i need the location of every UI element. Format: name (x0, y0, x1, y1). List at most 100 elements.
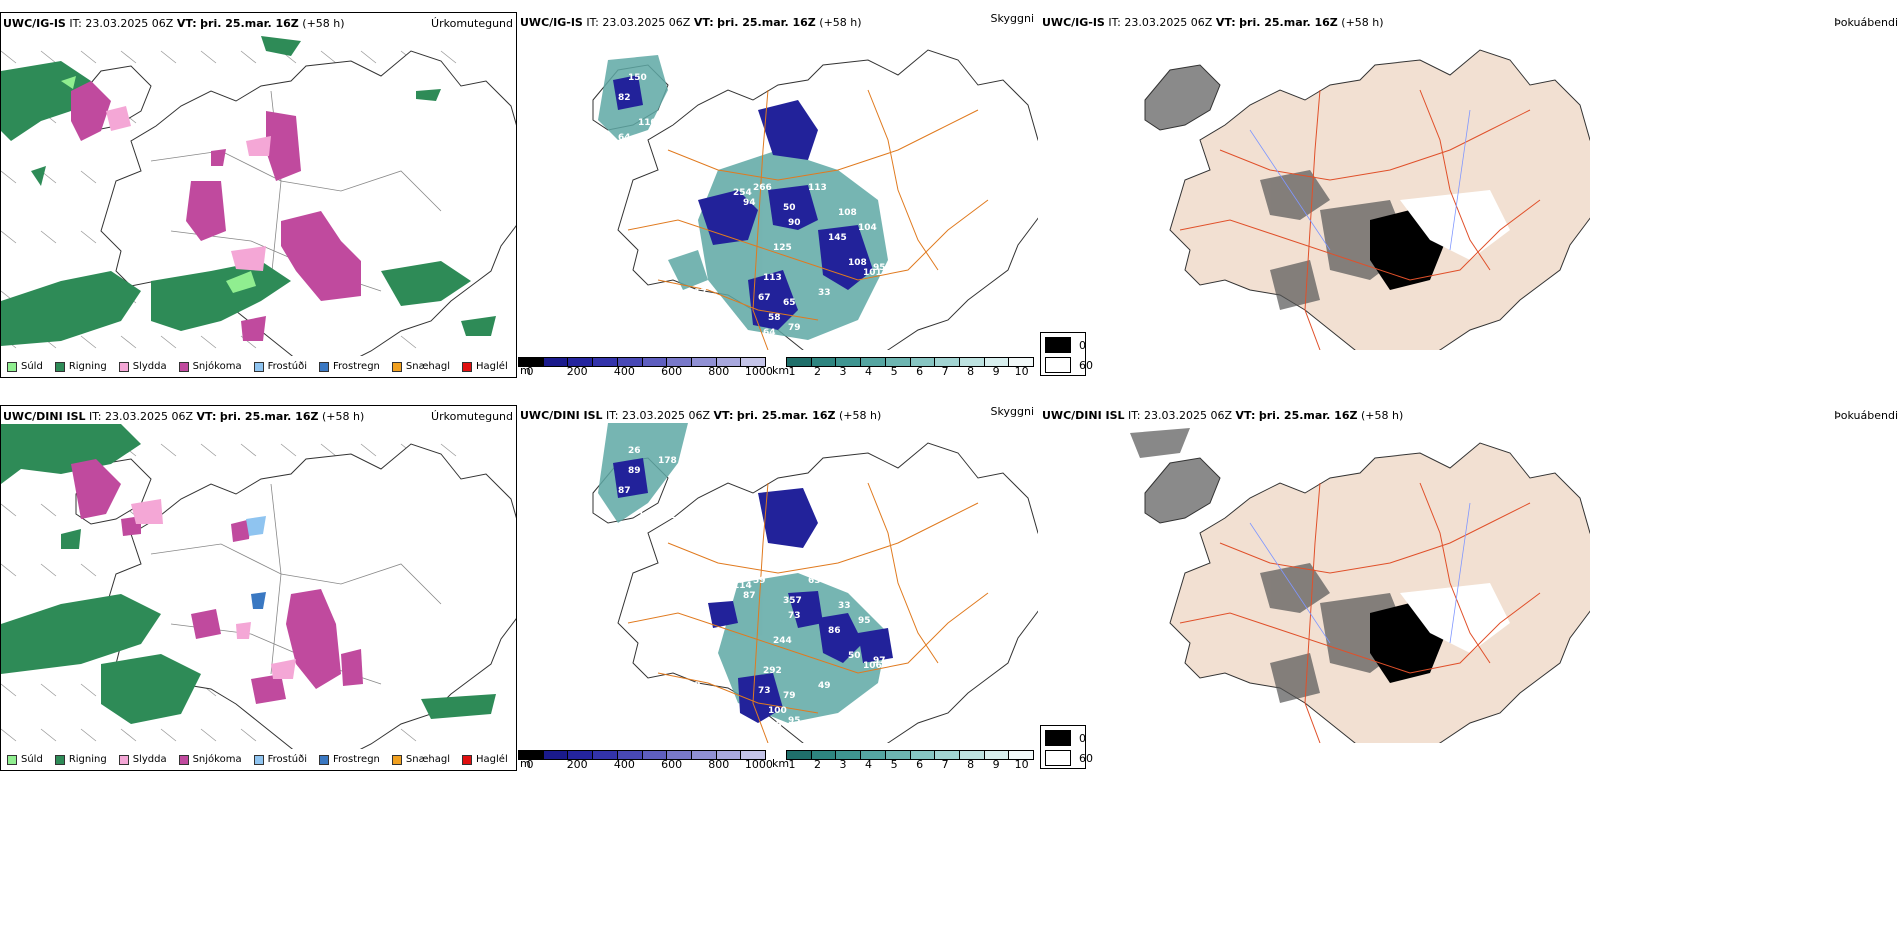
tick-label: 6 (916, 758, 924, 771)
legend-swatch (118, 754, 129, 765)
tick-label: 8 (967, 758, 975, 771)
legend-label: Frostúði (267, 361, 307, 372)
tick-label: 1000 (744, 758, 773, 771)
legend-swatch (118, 361, 129, 372)
legend-swatch (462, 361, 473, 372)
cloud-base-label: 59 (753, 576, 766, 586)
legend-swatch (54, 754, 65, 765)
cloud-base-label: 64 (763, 328, 776, 338)
visibility-unit: km (772, 757, 790, 770)
legend-item-frostudi: Frostúði (253, 754, 307, 765)
visibility-colorbar (786, 750, 1034, 760)
tick-label: 9 (992, 365, 1000, 378)
legend-label: Haglél (476, 754, 508, 765)
tick-label: 5 (890, 758, 898, 771)
tick-label: 1 (788, 758, 796, 771)
legend-swatch (178, 361, 189, 372)
cloud-base-label: 86 (828, 626, 841, 636)
cloudbase-ticks: 0 200 400 600 800 1000 (526, 758, 773, 772)
cloud-base-label: 254 (733, 188, 752, 198)
tick-label: 8 (967, 365, 975, 378)
cloud-base-label: 180 (678, 183, 697, 193)
precip-panel-row2: UWC/DINI ISL IT: 23.03.2025 06Z VT: þri.… (0, 405, 517, 771)
cloud-base-label: 63 (808, 576, 821, 586)
cloud-base-label: 95 (873, 263, 886, 273)
cloud-base-label: 87 (618, 486, 631, 496)
cloud-base-label: 94 (743, 198, 756, 208)
legend-item-haglel: Haglél (462, 361, 508, 372)
legend-swatch (391, 361, 402, 372)
cloud-base-label: 65 (783, 298, 796, 308)
precip-legend: Súld Rigning Slydda Snjókoma Frostúði Fr… (7, 754, 508, 765)
legend-item-slydda: Slydda (118, 754, 167, 765)
precip-header: UWC/DINI ISL IT: 23.03.2025 06Z VT: þri.… (3, 410, 365, 423)
precip-legend: Súld Rigning Slydda Snjókoma Frostúði Fr… (7, 361, 508, 372)
fog-key: 0 60 (1040, 332, 1093, 376)
cloud-base-label: 87 (743, 591, 756, 601)
cloudbase-ticks: 0 200 400 600 800 1000 (526, 365, 773, 379)
legend-label: Haglél (476, 361, 508, 372)
cloud-base-label: 50 (783, 203, 796, 213)
cloud-base-label: 110 (638, 118, 657, 128)
legend-item-snjokoma: Snjókoma (178, 361, 242, 372)
legend-swatch (54, 361, 65, 372)
legend-item-haglel: Haglél (462, 754, 508, 765)
legend-label: Snjókoma (192, 754, 242, 765)
fog-title: Þokuábendi (1834, 16, 1898, 29)
cloud-base-label: 108 (838, 208, 857, 218)
cloud-base-label: 178 (658, 456, 677, 466)
legend-label: Snæhagl (405, 361, 451, 372)
cloud-base-label: 50 (848, 651, 861, 661)
tick-label: 5 (890, 365, 898, 378)
cloud-base-label: 108 (848, 258, 867, 268)
cloud-base-label: 33 (838, 601, 851, 611)
cloud-base-label: 57 (878, 681, 891, 691)
cloud-base-label: 149 (618, 526, 637, 536)
cloud-base-label: 145 (828, 233, 847, 243)
legend-swatch (7, 754, 17, 765)
tick-label: 3 (839, 365, 847, 378)
tick-label: 1 (788, 365, 796, 378)
cloudbase-colorbar (518, 750, 766, 760)
tick-label: 400 (613, 758, 635, 771)
visibility-ticks: 1 2 3 4 5 6 7 8 9 10 (788, 758, 1029, 772)
legend-item-sudl: Súld (7, 754, 43, 765)
cloud-base-label: 58 (768, 313, 781, 323)
cloud-base-label: 89 (688, 681, 701, 691)
legend-swatch (253, 754, 264, 765)
fog-map (1130, 428, 1590, 743)
tick-label: 600 (661, 365, 683, 378)
cloud-base-label: 87 (663, 118, 676, 128)
tick-label: 200 (566, 758, 588, 771)
tick-label: 4 (865, 758, 873, 771)
legend-label: Slydda (132, 361, 167, 372)
legend-label: Súld (21, 361, 43, 372)
cloud-base-label: 97 (873, 656, 886, 666)
tick-label: 0 (526, 758, 534, 771)
tick-label: 2 (814, 365, 822, 378)
visibility-ticks: 1 2 3 4 5 6 7 8 9 10 (788, 365, 1029, 379)
fog-key: 0 60 (1040, 725, 1093, 769)
tick-label: 2 (814, 758, 822, 771)
cloud-base-label: 26 (628, 446, 641, 456)
legend-item-frostregn: Frostregn (319, 754, 380, 765)
tick-label: 7 (941, 758, 949, 771)
cloudbase-colorbar (518, 357, 766, 367)
precip-panel-row1: UWC/IG-IS IT: 23.03.2025 06Z VT: þri. 25… (0, 12, 517, 378)
legend-label: Frostregn (333, 361, 380, 372)
fog-panel-row1: UWC/IG-IS IT: 23.03.2025 06Z VT: þri. 25… (1040, 12, 1898, 378)
tick-label: 800 (708, 758, 730, 771)
cloud-base-label: 124 (638, 511, 657, 521)
cloud-base-label: 95 (858, 616, 871, 626)
tick-label: 0 (526, 365, 534, 378)
legend-item-rigning: Rigning (54, 754, 107, 765)
legend-item-rigning: Rigning (54, 361, 107, 372)
cloudbase-unit: m (520, 364, 531, 377)
fog-key-label: 60 (1079, 751, 1093, 765)
tick-label: 3 (839, 758, 847, 771)
tick-label: 9 (992, 758, 1000, 771)
cloud-base-label: 357 (783, 596, 802, 606)
cloud-base-label: 64 (618, 133, 631, 143)
tick-label: 800 (708, 365, 730, 378)
